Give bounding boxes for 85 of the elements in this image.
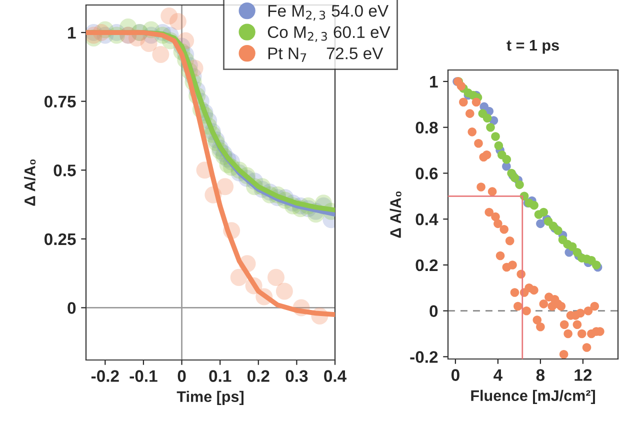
point bbox=[564, 329, 572, 338]
point bbox=[590, 302, 600, 311]
point bbox=[268, 268, 285, 286]
point bbox=[536, 322, 545, 332]
point bbox=[152, 46, 170, 64]
point bbox=[592, 260, 601, 270]
point bbox=[276, 282, 293, 300]
y-tick-label: 0 bbox=[430, 305, 438, 318]
point bbox=[554, 226, 562, 235]
point bbox=[532, 316, 542, 324]
point bbox=[582, 343, 592, 352]
point bbox=[505, 236, 514, 246]
x-tick-label: -0.2 bbox=[91, 370, 119, 382]
point bbox=[494, 141, 504, 150]
point bbox=[508, 260, 517, 270]
point bbox=[568, 242, 577, 252]
point bbox=[500, 225, 508, 234]
y-tick-label: 0.25 bbox=[44, 233, 76, 246]
point bbox=[572, 320, 582, 329]
legend-label: Fe M$_{2,3}$ 54.0 eV bbox=[268, 4, 388, 21]
point bbox=[515, 180, 524, 190]
x-tick-label: 0.2 bbox=[247, 370, 270, 382]
y-tick-label: -0.2 bbox=[410, 351, 438, 363]
point bbox=[502, 155, 512, 164]
point bbox=[522, 306, 531, 316]
point bbox=[530, 286, 538, 295]
point bbox=[539, 208, 548, 217]
point bbox=[572, 248, 582, 257]
point bbox=[465, 109, 474, 118]
point bbox=[576, 308, 585, 318]
y-tick-label: 0.75 bbox=[44, 96, 76, 108]
point bbox=[482, 114, 492, 123]
x-tick-label: 0 bbox=[451, 369, 460, 381]
point bbox=[474, 139, 483, 148]
y-tick-label: 0.4 bbox=[416, 213, 438, 226]
point bbox=[510, 173, 520, 182]
point bbox=[488, 187, 497, 196]
point bbox=[484, 208, 494, 217]
point bbox=[486, 122, 495, 132]
point bbox=[491, 132, 500, 141]
point bbox=[169, 13, 186, 30]
point bbox=[456, 82, 466, 90]
point bbox=[482, 150, 492, 160]
y-tick-label: 1 bbox=[430, 76, 438, 88]
point bbox=[468, 128, 477, 136]
x-axis-title: Time [ps] bbox=[176, 390, 244, 406]
point bbox=[476, 182, 486, 192]
x-axis-title: Fluence [mJ/cm²] bbox=[471, 390, 595, 404]
point bbox=[584, 306, 593, 316]
x-tick-label: 0.1 bbox=[209, 370, 232, 382]
point bbox=[559, 350, 568, 359]
y-axis-title: Δ A/A₀ bbox=[24, 159, 36, 206]
x-tick-label: 12 bbox=[574, 369, 592, 381]
point bbox=[530, 200, 538, 210]
point bbox=[560, 320, 569, 329]
point bbox=[539, 300, 548, 308]
y-axis-title: Δ A/A₀ bbox=[390, 191, 402, 238]
y-tick-label: 0.5 bbox=[54, 164, 76, 176]
point bbox=[496, 251, 505, 260]
x-tick-label: 4 bbox=[494, 369, 502, 381]
point bbox=[536, 219, 545, 228]
point bbox=[514, 302, 522, 311]
point bbox=[494, 219, 502, 228]
point bbox=[510, 288, 520, 297]
point bbox=[556, 302, 566, 311]
point bbox=[459, 98, 468, 107]
y-tick-label: 0.2 bbox=[416, 259, 438, 272]
point bbox=[216, 178, 234, 196]
y-tick-label: 1 bbox=[68, 27, 76, 39]
point bbox=[230, 268, 248, 286]
point bbox=[491, 212, 500, 222]
point bbox=[140, 35, 158, 52]
legend-label: Co M$_{2,3}$ 60.1 eV bbox=[268, 26, 390, 42]
point bbox=[472, 98, 481, 107]
y-tick-label: 0 bbox=[68, 302, 76, 314]
x-tick-label: 0.3 bbox=[286, 370, 308, 382]
x-tick-label: -0.1 bbox=[130, 370, 158, 382]
x-tick-label: 8 bbox=[536, 369, 545, 381]
text: Pt N$_{7}$ 72.5 eV bbox=[268, 47, 384, 62]
y-tick-label: 0.6 bbox=[416, 168, 438, 180]
x-tick-label: 0 bbox=[178, 370, 186, 382]
y-tick-label: 0.8 bbox=[416, 122, 438, 134]
point bbox=[577, 329, 586, 338]
x-tick-label: 0.4 bbox=[324, 370, 346, 382]
chart-title: t = 1 ps bbox=[506, 40, 559, 54]
